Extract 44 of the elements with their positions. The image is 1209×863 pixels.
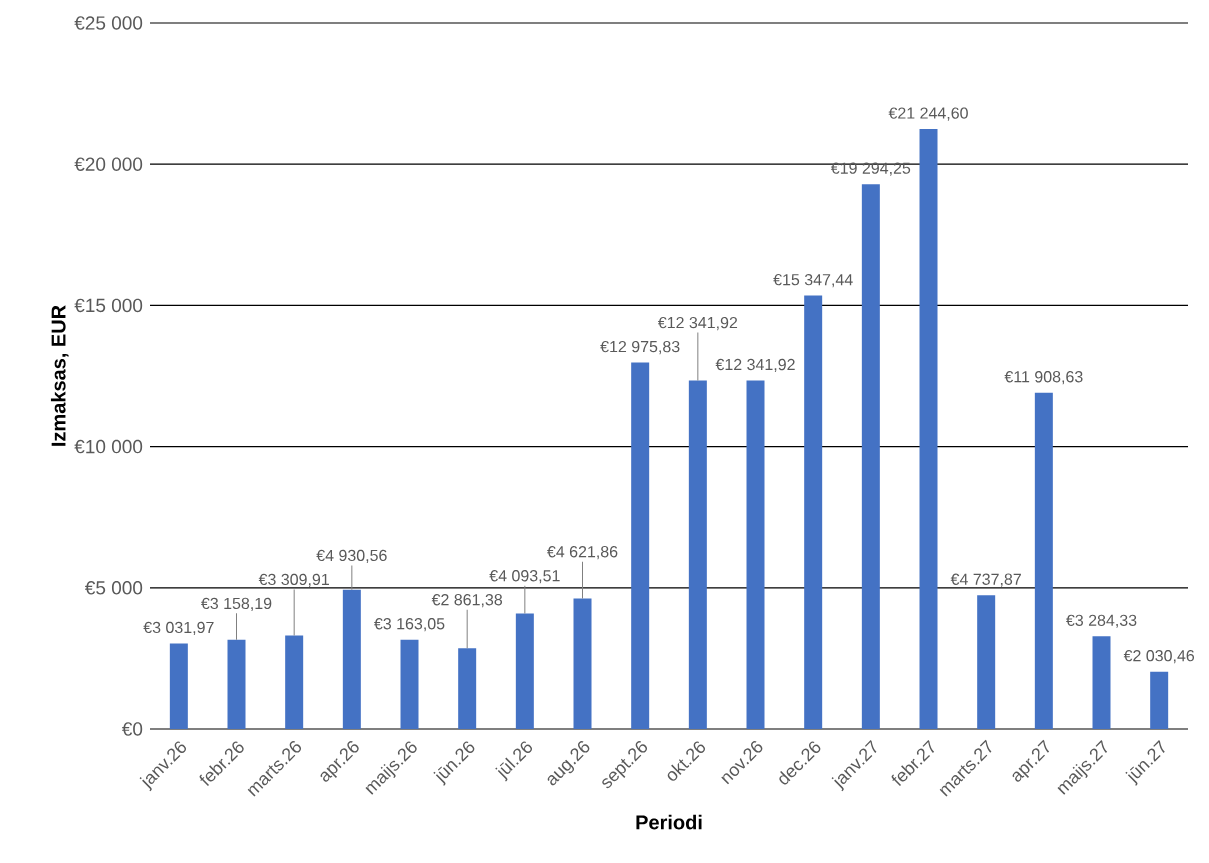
data-label: €4 737,87 [950, 573, 1021, 587]
bar [1150, 671, 1169, 729]
y-tick-label: €15 000 [74, 298, 143, 313]
data-label: €12 341,92 [657, 316, 738, 331]
data-label: €4 093,51 [489, 570, 560, 584]
y-tick-label: €25 000 [74, 16, 143, 30]
bar [227, 639, 246, 729]
bar [400, 639, 419, 729]
bar [746, 380, 765, 729]
data-label: €19 294,25 [830, 162, 911, 176]
bar [861, 184, 880, 729]
x-axis-title: Periodi [636, 814, 702, 830]
data-label: €12 975,83 [600, 340, 680, 355]
bar [573, 598, 592, 729]
data-label: €3 163,05 [374, 618, 445, 632]
bar [458, 648, 477, 729]
bar [1034, 392, 1053, 729]
bar [1092, 636, 1111, 729]
data-label: €3 031,97 [143, 621, 214, 635]
bar [515, 613, 534, 729]
bar [919, 129, 938, 729]
data-label: €12 341,92 [715, 358, 795, 373]
y-tick-label: €10 000 [74, 439, 143, 454]
data-label: €3 309,91 [258, 573, 329, 587]
data-label: €3 158,19 [201, 597, 272, 611]
data-label: €4 930,56 [316, 549, 387, 563]
bar [285, 635, 304, 729]
y-axis-title: Izmaksas, EUR [50, 305, 69, 446]
y-tick-label: €5 000 [84, 581, 143, 595]
bar [688, 380, 707, 729]
y-tick-label: €0 [121, 722, 143, 736]
bar [631, 362, 650, 729]
bar [977, 595, 996, 729]
bar [342, 589, 361, 729]
data-label: €2 030,46 [1123, 650, 1195, 664]
data-label: €11 908,63 [1004, 371, 1083, 385]
data-label: €15 347,44 [773, 273, 853, 288]
data-label: €4 621,86 [547, 546, 618, 560]
data-label: €2 861,38 [431, 594, 503, 608]
y-tick-label: €20 000 [74, 157, 143, 171]
data-label: €3 284,33 [1066, 614, 1137, 628]
bar [804, 295, 823, 729]
bar [169, 643, 188, 729]
data-label: €21 244,60 [888, 107, 968, 121]
